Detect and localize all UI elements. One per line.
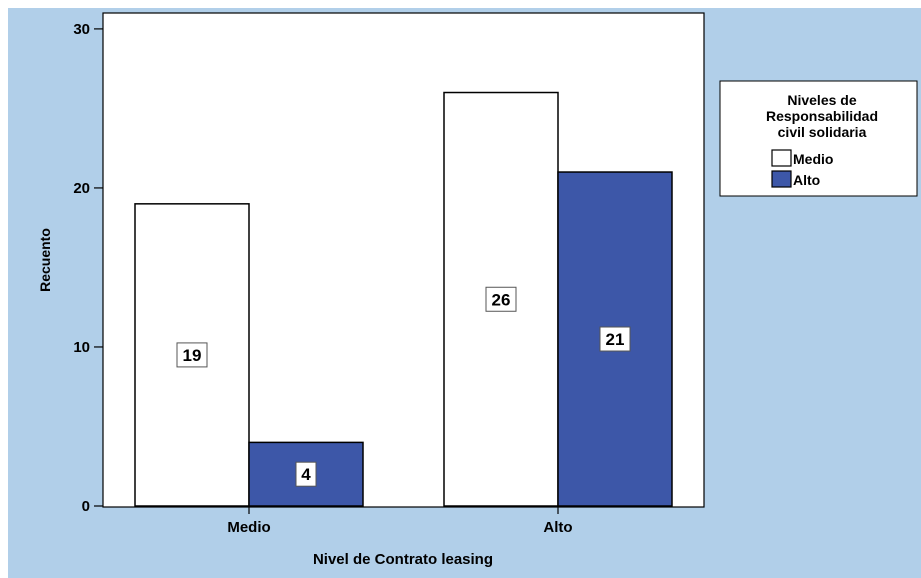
x-axis-title: Nivel de Contrato leasing	[313, 551, 493, 568]
data-labels-layer: 19 4 26 21	[176, 286, 631, 487]
legend-label-alto: Alto	[793, 172, 820, 188]
legend-box	[719, 80, 918, 197]
y-tick-label: 20	[73, 180, 90, 197]
y-tick-label: 0	[82, 498, 90, 515]
y-tick-label: 30	[73, 21, 90, 38]
legend-swatch-alto	[771, 170, 792, 188]
x-axis: Medio Alto	[227, 507, 573, 536]
data-label-box	[295, 461, 317, 487]
legend-swatch-medio	[771, 149, 792, 167]
data-label: 19	[183, 346, 202, 365]
x-tick-label: Medio	[227, 519, 270, 536]
y-tick-label: 10	[73, 339, 90, 356]
y-axis-title: Recuento	[37, 228, 53, 292]
legend-title-line-3: civil solidaria	[778, 124, 867, 140]
legend: Niveles de Responsabilidad civil solidar…	[719, 80, 918, 197]
data-label: 4	[301, 465, 311, 484]
data-label-box	[176, 342, 208, 368]
data-label-box	[599, 326, 631, 352]
x-tick-label: Alto	[543, 519, 572, 536]
legend-title-line-1: Niveles de	[787, 92, 856, 108]
legend-label-medio: Medio	[793, 151, 833, 167]
data-label: 26	[492, 290, 511, 309]
data-label: 21	[606, 330, 625, 349]
y-axis: 0 10 20 30	[73, 21, 103, 515]
bars-layer	[134, 91, 673, 507]
legend-title-line-2: Responsabilidad	[766, 108, 878, 124]
data-label-box	[485, 286, 517, 312]
